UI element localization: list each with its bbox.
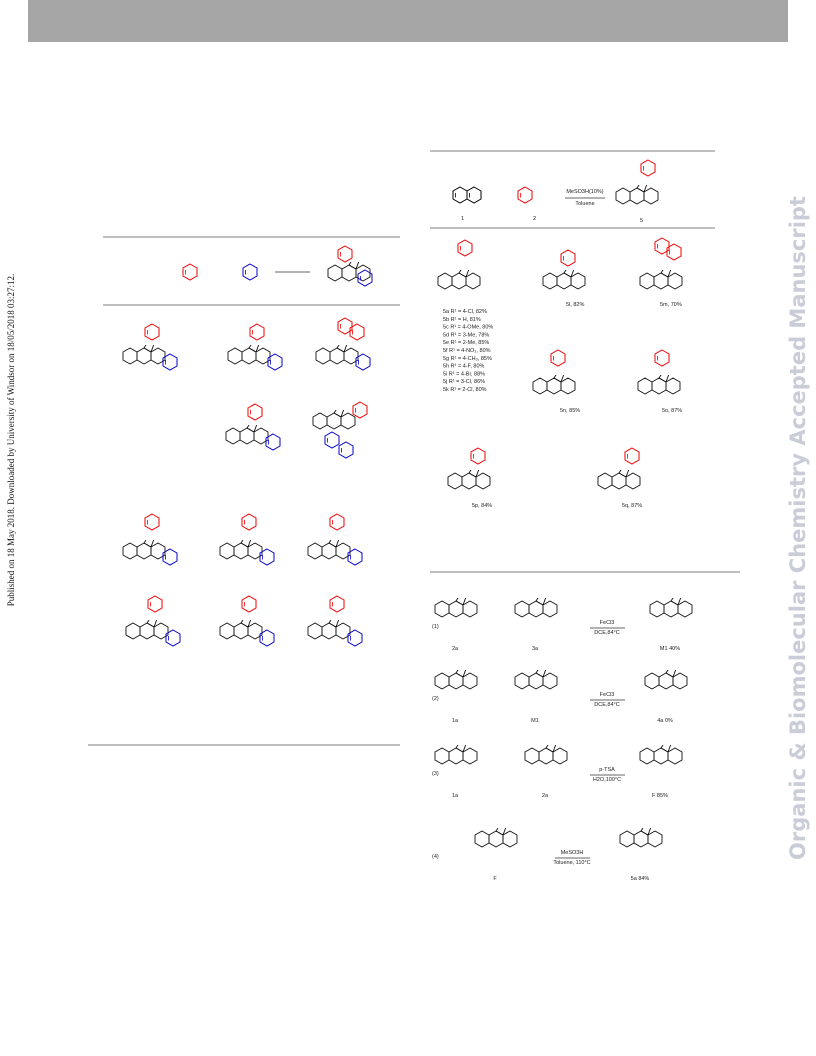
structure bbox=[435, 667, 477, 689]
product-entry: 5b R¹ = H, 81% bbox=[443, 317, 481, 323]
condition: MeSO3H bbox=[561, 850, 584, 856]
product-entry: 5e R¹ = 2-Me, 85% bbox=[443, 340, 489, 346]
yield-label: 5n, 85% bbox=[560, 408, 580, 414]
publication-note: Published on 18 May 2018. Downloaded by … bbox=[6, 274, 16, 606]
condition: FeCl3 bbox=[600, 692, 615, 698]
structure bbox=[435, 595, 477, 617]
structure bbox=[525, 742, 567, 764]
compound-label: 5a 84% bbox=[631, 876, 650, 882]
condition: Toluene, 110°C bbox=[553, 860, 590, 866]
compound-label: 2a bbox=[452, 646, 459, 652]
structure bbox=[515, 667, 557, 689]
yield-label: 5l, 82% bbox=[566, 302, 584, 308]
condition: FeCl3 bbox=[600, 620, 615, 626]
condition: DCE,84°C bbox=[594, 630, 619, 636]
step-number: (1) bbox=[432, 624, 439, 630]
watermark: Organic & Biomolecular Chemistry Accepte… bbox=[786, 196, 810, 860]
structure bbox=[515, 595, 557, 617]
product-entry: 5d R¹ = 3-Me, 78% bbox=[443, 332, 489, 338]
condition: H2O,100°C bbox=[593, 777, 621, 783]
compound-label: 1a bbox=[452, 718, 459, 724]
product-entry: 5f R¹ = 4-NO₂, 80% bbox=[443, 348, 491, 354]
reaction-scheme: 1 2 5 MeSO3H(10%) Toluene bbox=[430, 150, 715, 229]
compound-label: M1 40% bbox=[660, 646, 680, 652]
compound-label: 1 bbox=[461, 216, 464, 222]
yield-label: 5m, 70% bbox=[660, 302, 682, 308]
product-entry: 5k R¹ = 2-Cl, 80% bbox=[443, 387, 487, 393]
yield-label: 5p, 84% bbox=[472, 503, 492, 509]
substrate-table bbox=[88, 236, 400, 746]
step-number: (2) bbox=[432, 696, 439, 702]
compound-label: 2 bbox=[533, 216, 536, 222]
compound-label: 3a bbox=[532, 646, 539, 652]
structure bbox=[650, 595, 692, 617]
structure bbox=[435, 742, 477, 764]
condition: Toluene bbox=[575, 201, 594, 207]
compound-label: M1 bbox=[531, 718, 539, 724]
structure bbox=[640, 742, 682, 764]
condition: DCE,84°C bbox=[594, 702, 619, 708]
mechanism-scheme: (1) 2a 3a M1 40% FeCl3 DCE,84°C (2) 1a M1 4a 0% Fe… bbox=[430, 571, 740, 882]
step-number: (3) bbox=[432, 771, 439, 777]
compound-label: 5 bbox=[640, 218, 643, 224]
compound-label: 4a 0% bbox=[657, 718, 673, 724]
condition: p-TSA bbox=[599, 767, 615, 773]
product-entry: 5j R¹ = 3-Cl, 86% bbox=[443, 379, 485, 385]
product-entry: 5h R¹ = 4-F, 80% bbox=[443, 364, 485, 370]
product-scope: 5l, 82% 5m, 70% 5n, 85% 5o, 87% 5p, 84% … bbox=[438, 238, 682, 509]
compound-label: 2a bbox=[542, 793, 549, 799]
compound-label: 1a bbox=[452, 793, 459, 799]
product-entry: 5a R¹ = 4-Cl, 82% bbox=[443, 309, 487, 315]
structure bbox=[645, 667, 687, 689]
structure bbox=[620, 825, 662, 847]
condition: MeSO3H(10%) bbox=[566, 189, 603, 195]
header-bar bbox=[28, 0, 788, 42]
product-entry: 5g R¹ = 4-CH₃, 85% bbox=[443, 356, 492, 362]
compound-label: F bbox=[493, 876, 497, 882]
structure bbox=[475, 825, 517, 847]
yield-label: 5o, 87% bbox=[662, 408, 682, 414]
compound-label: F 85% bbox=[652, 793, 668, 799]
yield-label: 5q, 87% bbox=[622, 503, 642, 509]
step-number: (4) bbox=[432, 854, 439, 860]
product-entry: 5i R¹ = 4-Br, 88% bbox=[443, 371, 485, 377]
product-entry: 5c R¹ = 4-OMe, 80% bbox=[443, 325, 493, 331]
